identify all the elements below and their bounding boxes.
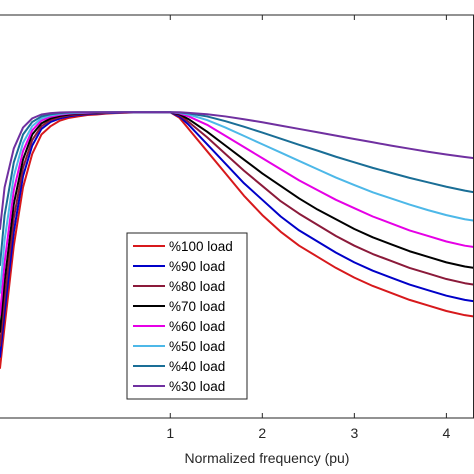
legend: %100 load %90 load %80 load %70 load %60 loa… xyxy=(126,232,248,400)
legend-label-7: %40 load xyxy=(169,359,225,374)
legend-label-5: %60 load xyxy=(169,319,225,334)
legend-label-8: %30 load xyxy=(169,379,225,394)
x-tick-label: 3 xyxy=(350,425,358,441)
legend-box xyxy=(126,232,248,400)
series-layer xyxy=(0,111,474,369)
x-tick-label: 2 xyxy=(258,425,266,441)
x-tick-label: 4 xyxy=(442,425,450,441)
legend-label-3: %80 load xyxy=(169,279,225,294)
legend-label-4: %70 load xyxy=(169,299,225,314)
legend-label-6: %50 load xyxy=(169,339,225,354)
legend-label-1: %100 load xyxy=(169,239,233,254)
x-tick-label: 1 xyxy=(166,425,174,441)
legend-label-2: %90 load xyxy=(169,259,225,274)
ticks-layer: 1 2 3 4 xyxy=(166,15,450,441)
x-axis-title: Normalized frequency (pu) xyxy=(185,450,350,466)
series-line-8 xyxy=(0,111,474,231)
